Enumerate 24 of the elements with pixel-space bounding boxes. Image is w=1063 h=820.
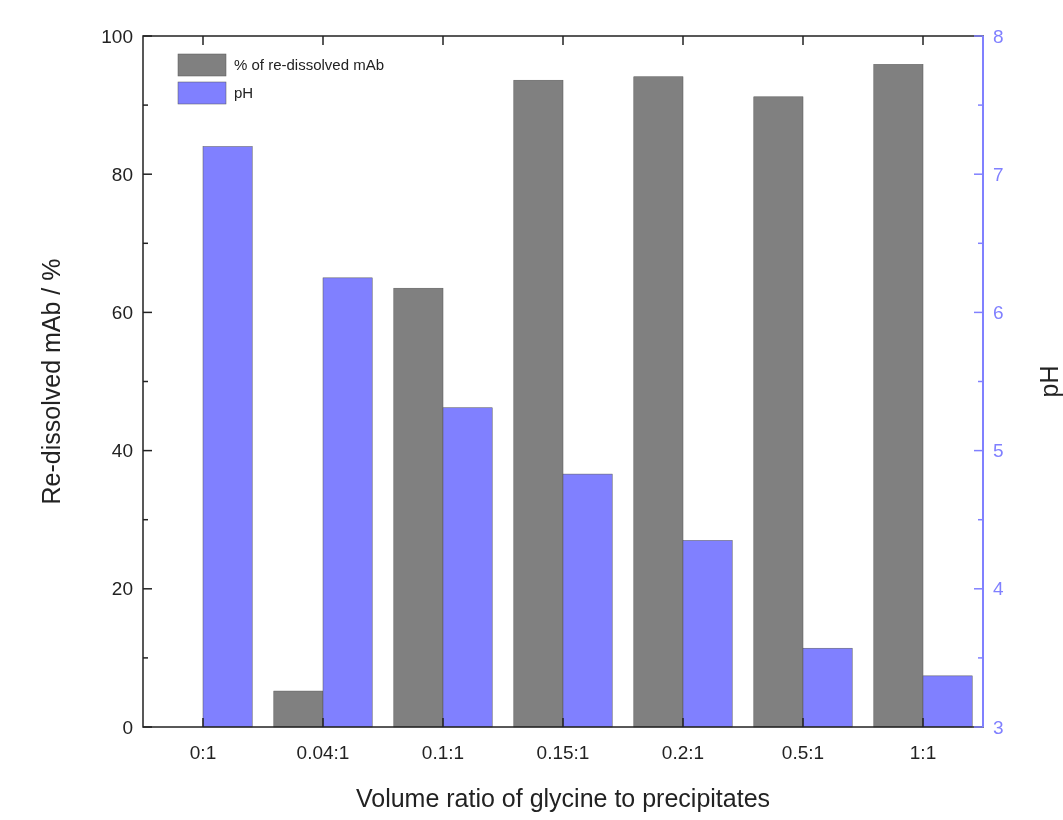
y-tick-label: 40 xyxy=(111,440,133,462)
x-tick-label: 0.04:1 xyxy=(296,742,350,763)
y-tick-label: 100 xyxy=(101,25,133,47)
y2-tick-label: 4 xyxy=(993,578,1004,600)
x-tick-label: 0.1:1 xyxy=(421,742,465,763)
y2-tick-label: 6 xyxy=(993,302,1004,324)
legend-label: % of re-dissolved mAb xyxy=(234,56,385,73)
y-tick-label: 20 xyxy=(111,578,133,600)
y-tick-label: 60 xyxy=(111,302,133,324)
x-tick-label: 0.15:1 xyxy=(536,742,590,763)
y-tick-label: 80 xyxy=(111,163,133,185)
y-axis-title: Re-dissolved mAb / % xyxy=(37,258,65,505)
x-tick-label: 1:1 xyxy=(909,742,937,763)
y2-tick-label: 7 xyxy=(993,163,1004,185)
x-tick-label: 0.2:1 xyxy=(661,742,705,763)
y-tick-label: 0 xyxy=(122,716,133,738)
x-tick-label: 0:1 xyxy=(189,742,217,763)
y2-tick-label: 8 xyxy=(993,25,1004,47)
x-axis-title: Volume ratio of glycine to precipitates xyxy=(355,784,771,812)
legend-label: pH xyxy=(234,84,254,101)
y2-axis-title: pH xyxy=(1035,365,1063,398)
y2-tick-label: 3 xyxy=(993,716,1004,738)
x-tick-label: 0.5:1 xyxy=(781,742,825,763)
y2-tick-label: 5 xyxy=(993,440,1004,462)
